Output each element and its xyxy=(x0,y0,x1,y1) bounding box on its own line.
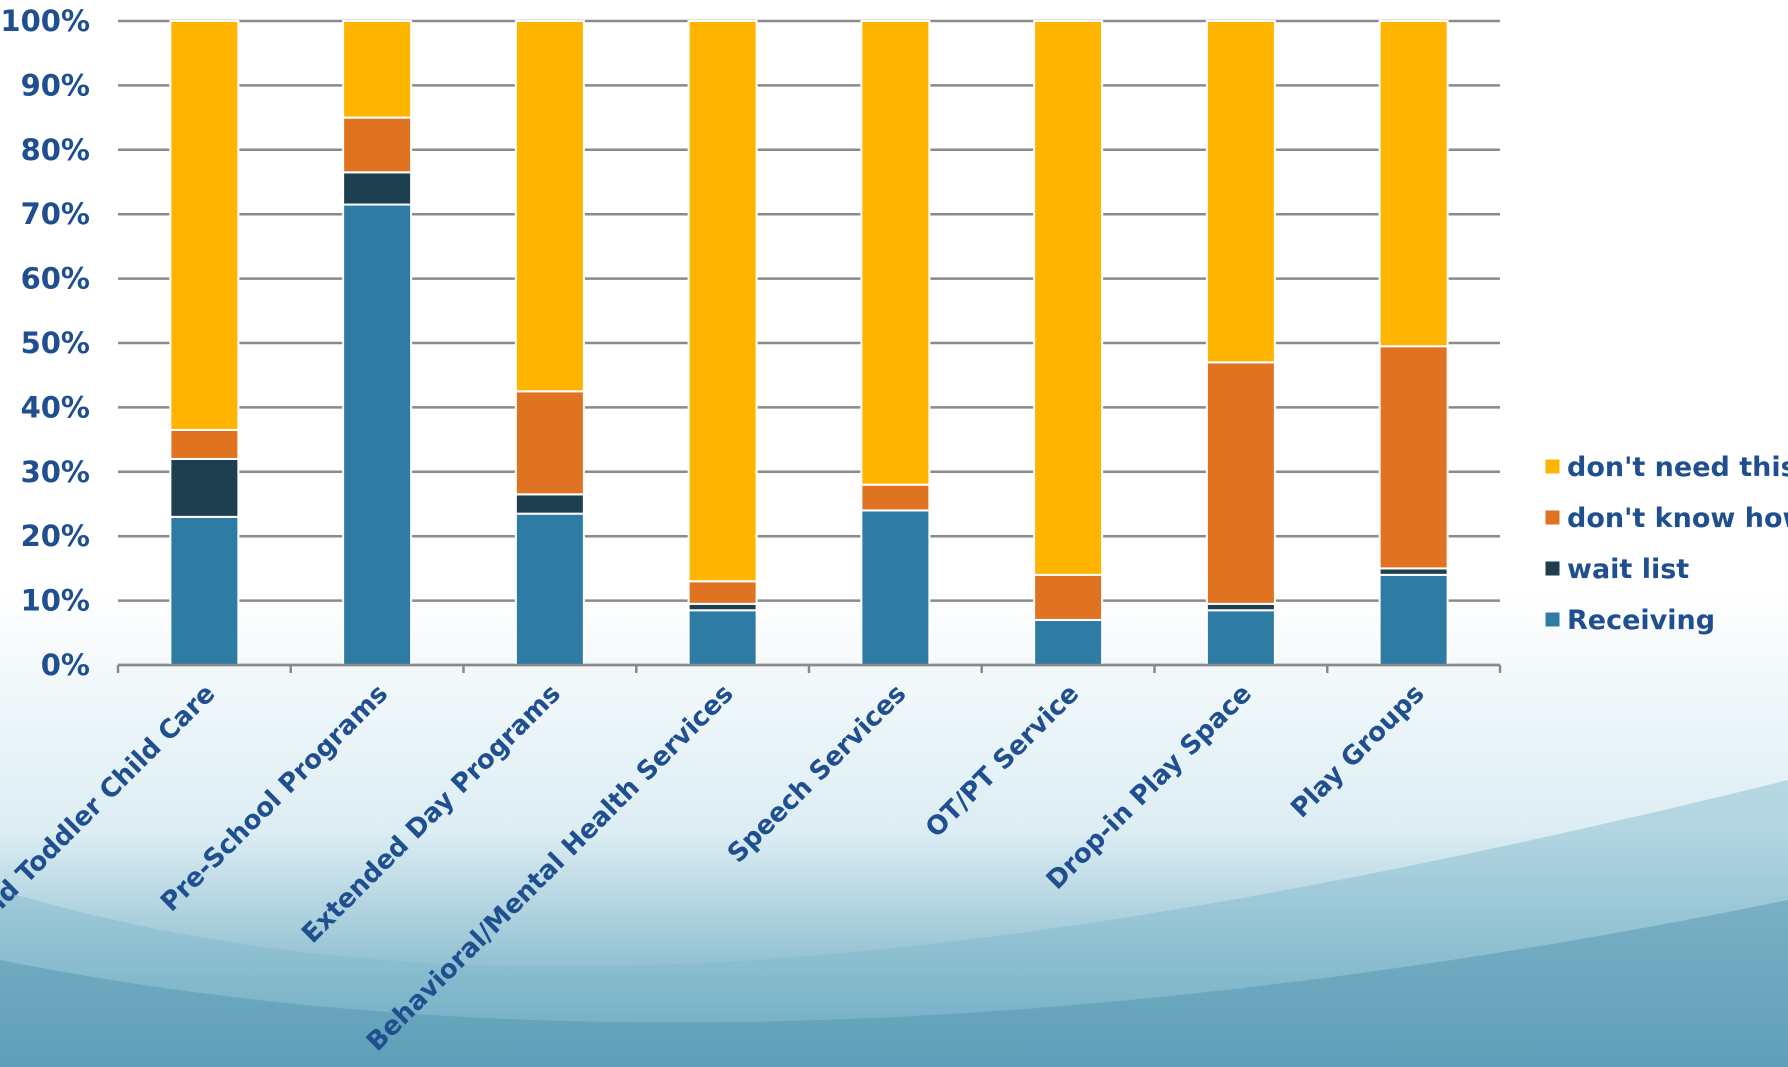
bar-segment xyxy=(169,515,240,666)
bar-segment xyxy=(1033,20,1104,576)
y-tick-label: 50% xyxy=(21,326,90,360)
y-tick-label: 30% xyxy=(21,455,90,489)
bar-segment xyxy=(514,493,585,515)
legend-swatch xyxy=(1544,509,1561,526)
background-swoosh-2 xyxy=(0,900,1788,1067)
bar-segment xyxy=(860,20,931,486)
bar-segment xyxy=(342,20,413,119)
bar-segment xyxy=(1205,20,1276,364)
bar-segment xyxy=(169,457,240,518)
legend-swatch xyxy=(1544,560,1561,577)
bar-segment xyxy=(1033,618,1104,666)
bar-segment xyxy=(1205,609,1276,667)
bar-segment xyxy=(1378,345,1449,570)
y-tick-label: 70% xyxy=(21,197,90,231)
background-swoosh xyxy=(0,780,1788,1067)
bar-segment xyxy=(860,483,931,512)
legend-label: don't know how xyxy=(1567,503,1788,534)
bar-segment xyxy=(1378,573,1449,667)
bar-segment xyxy=(342,171,413,206)
y-tick-label: 40% xyxy=(21,390,90,424)
bar-segment xyxy=(687,609,758,667)
y-tick-label: 20% xyxy=(21,519,90,553)
legend-swatch xyxy=(1544,458,1561,475)
y-tick-label: 80% xyxy=(21,133,90,167)
bar-segment xyxy=(169,428,240,460)
legend-label: don't need this xyxy=(1567,452,1788,483)
bar-segment xyxy=(169,20,240,431)
bar-segment xyxy=(514,512,585,666)
bar-segment xyxy=(687,580,758,605)
bar-segment xyxy=(514,390,585,496)
legend-swatch xyxy=(1544,611,1561,628)
bar-segment xyxy=(1033,573,1104,621)
bar-segment xyxy=(342,116,413,174)
y-tick-label: 0% xyxy=(41,648,90,682)
legend-label: wait list xyxy=(1567,554,1689,585)
y-tick-label: 100% xyxy=(0,4,90,38)
bar-segment xyxy=(1378,20,1449,348)
bar-segment xyxy=(342,203,413,666)
bar-segment xyxy=(687,20,758,583)
bar-segment xyxy=(514,20,585,393)
y-tick-label: 60% xyxy=(21,262,90,296)
y-tick-label: 90% xyxy=(21,68,90,102)
legend-label: Receiving xyxy=(1567,605,1715,636)
bar-segment xyxy=(1205,361,1276,605)
bar-segment xyxy=(860,509,931,666)
y-tick-label: 10% xyxy=(21,584,90,618)
